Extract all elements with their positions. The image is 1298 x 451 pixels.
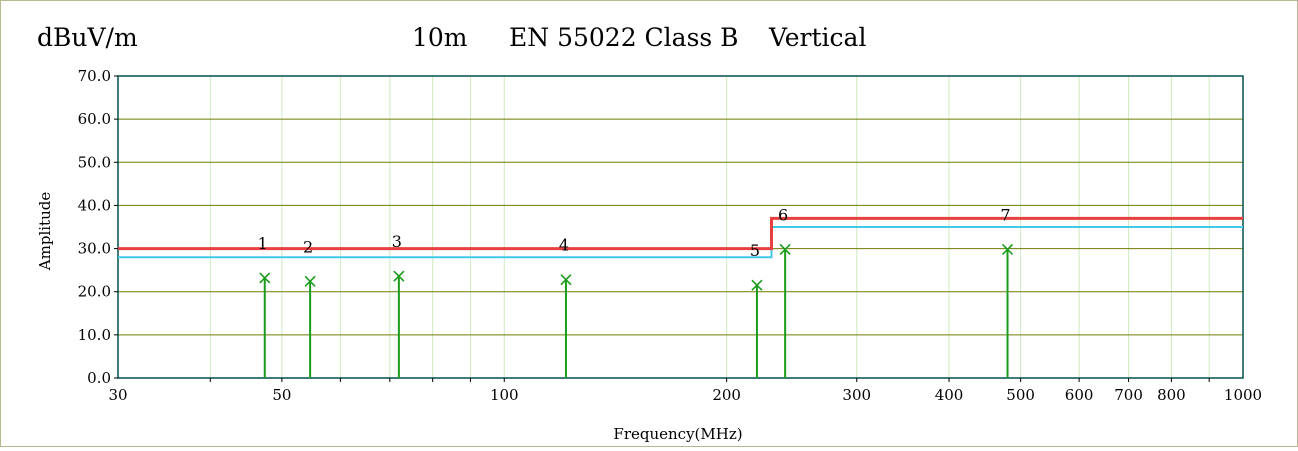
standard-label: EN 55022 Class B: [509, 23, 739, 52]
x-axis-label: Frequency(MHz): [613, 425, 742, 443]
y-tick-label: 40.0: [78, 196, 111, 214]
measurement-marker: [304, 275, 316, 287]
measurement-marker: [1001, 243, 1014, 255]
y-tick-label: 10.0: [78, 326, 111, 344]
distance-label: 10m: [412, 23, 468, 52]
y-tick-label: 60.0: [78, 110, 111, 128]
x-tick-label: 700: [1114, 386, 1143, 404]
measurement-label: 7: [1000, 205, 1010, 224]
margin-line: [118, 226, 1243, 259]
x-tick-label: 30: [108, 386, 127, 404]
x-tick-label: 600: [1065, 386, 1094, 404]
measurement-label: 6: [778, 205, 788, 224]
x-tick-label: 300: [842, 386, 871, 404]
x-tick-label: 50: [272, 386, 291, 404]
x-tick-label: 500: [1006, 386, 1035, 404]
limit-line: [118, 216, 1243, 251]
x-tick-label: 800: [1157, 386, 1186, 404]
unit-label: dBuV/m: [37, 23, 138, 52]
y-tick-label: 70.0: [78, 67, 111, 85]
measurement-marker: [393, 270, 405, 282]
measurement-marker: [259, 272, 271, 284]
x-tick-label: 1000: [1224, 386, 1262, 404]
measurement-label: 5: [750, 241, 760, 260]
y-axis-label: Amplitude: [36, 192, 54, 272]
polarization-label: Vertical: [768, 23, 866, 52]
x-tick-label: 100: [490, 386, 519, 404]
measurement-label: 1: [258, 234, 268, 253]
x-tick-label: 400: [935, 386, 964, 404]
measurement-marker: [751, 279, 763, 291]
measurement-marker: [560, 274, 572, 286]
y-tick-label: 20.0: [78, 283, 111, 301]
measurement-marker: [779, 243, 791, 255]
measurement-label: 3: [392, 232, 402, 251]
x-tick-label: 200: [712, 386, 741, 404]
measurement-label: 4: [559, 236, 569, 255]
y-tick-label: 0.0: [87, 369, 111, 387]
measurement-label: 2: [303, 237, 313, 256]
y-tick-label: 30.0: [78, 240, 111, 258]
y-tick-label: 50.0: [78, 153, 111, 171]
